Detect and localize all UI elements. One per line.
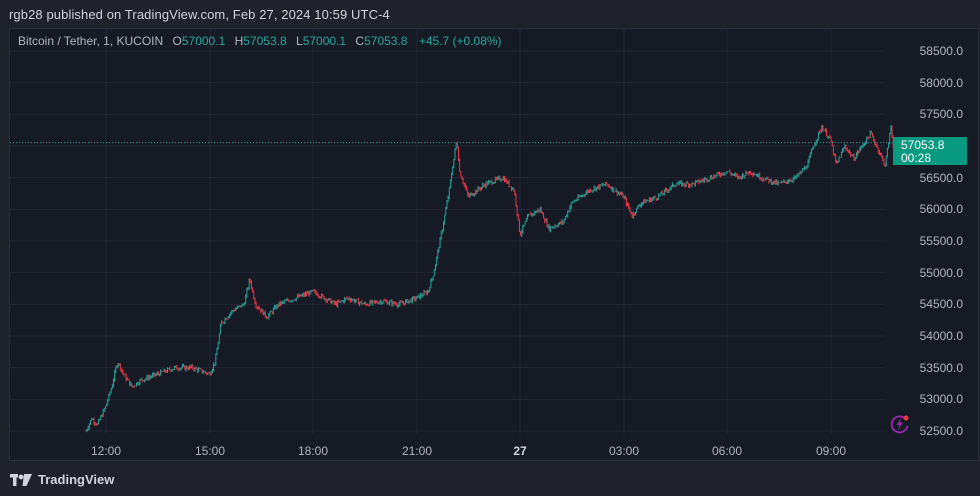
symbol-legend: Bitcoin / Tether, 1, KUCOIN O57000.1 H57…: [18, 34, 502, 48]
change-value: +45.7 (+0.08%): [418, 34, 502, 48]
close-label: C: [355, 34, 365, 48]
price-axis-label: 58000.0: [919, 75, 963, 90]
price-axis-label: 55500.0: [919, 233, 963, 248]
price-axis-label: 52500.0: [919, 423, 963, 438]
price-axis-label: 55000.0: [919, 265, 963, 280]
high-label: H: [234, 34, 244, 48]
symbol-name: Bitcoin / Tether, 1, KUCOIN: [18, 34, 164, 48]
low-value: 57000.1: [302, 34, 347, 48]
time-axis-label: 12:00: [90, 444, 122, 458]
price-axis-label: 58500.0: [919, 44, 963, 58]
publish-info: rgb28 published on TradingView.com, Feb …: [9, 7, 390, 22]
price-chart[interactable]: [10, 29, 968, 461]
close-value: 57053.8: [364, 34, 408, 48]
brand-name: TradingView: [38, 472, 115, 487]
last-price-value: 57053.8: [901, 138, 945, 152]
open-label: O: [172, 34, 182, 48]
price-axis-label: 54500.0: [919, 297, 963, 312]
time-axis-label: 18:00: [297, 444, 329, 458]
price-axis-label: 53000.0: [919, 392, 963, 407]
bar-countdown: 00:28: [901, 151, 932, 165]
time-axis-label: 21:00: [401, 444, 433, 458]
tradingview-logo-icon: [10, 473, 32, 486]
price-axis-label: 57500.0: [919, 107, 963, 122]
price-axis-label: 56000.0: [919, 202, 963, 217]
time-axis-label: 09:00: [815, 444, 847, 458]
time-axis-label: 27: [513, 444, 527, 458]
price-axis-label: 54000.0: [919, 328, 963, 343]
low-label: L: [296, 34, 303, 48]
time-axis-label: 15:00: [194, 444, 226, 458]
high-value: 57053.8: [243, 34, 287, 48]
last-price-tag: 57053.8 00:28: [893, 137, 967, 165]
price-axis-label: 56500.0: [919, 170, 963, 185]
footer-brand[interactable]: TradingView: [10, 472, 114, 487]
time-axis-label: 06:00: [711, 444, 743, 458]
chart-frame: [9, 28, 979, 461]
price-axis-label: 53500.0: [919, 360, 963, 375]
time-axis-label: 03:00: [608, 444, 640, 458]
lightning-bolt-icon[interactable]: [889, 413, 911, 435]
open-value: 57000.1: [181, 34, 226, 48]
